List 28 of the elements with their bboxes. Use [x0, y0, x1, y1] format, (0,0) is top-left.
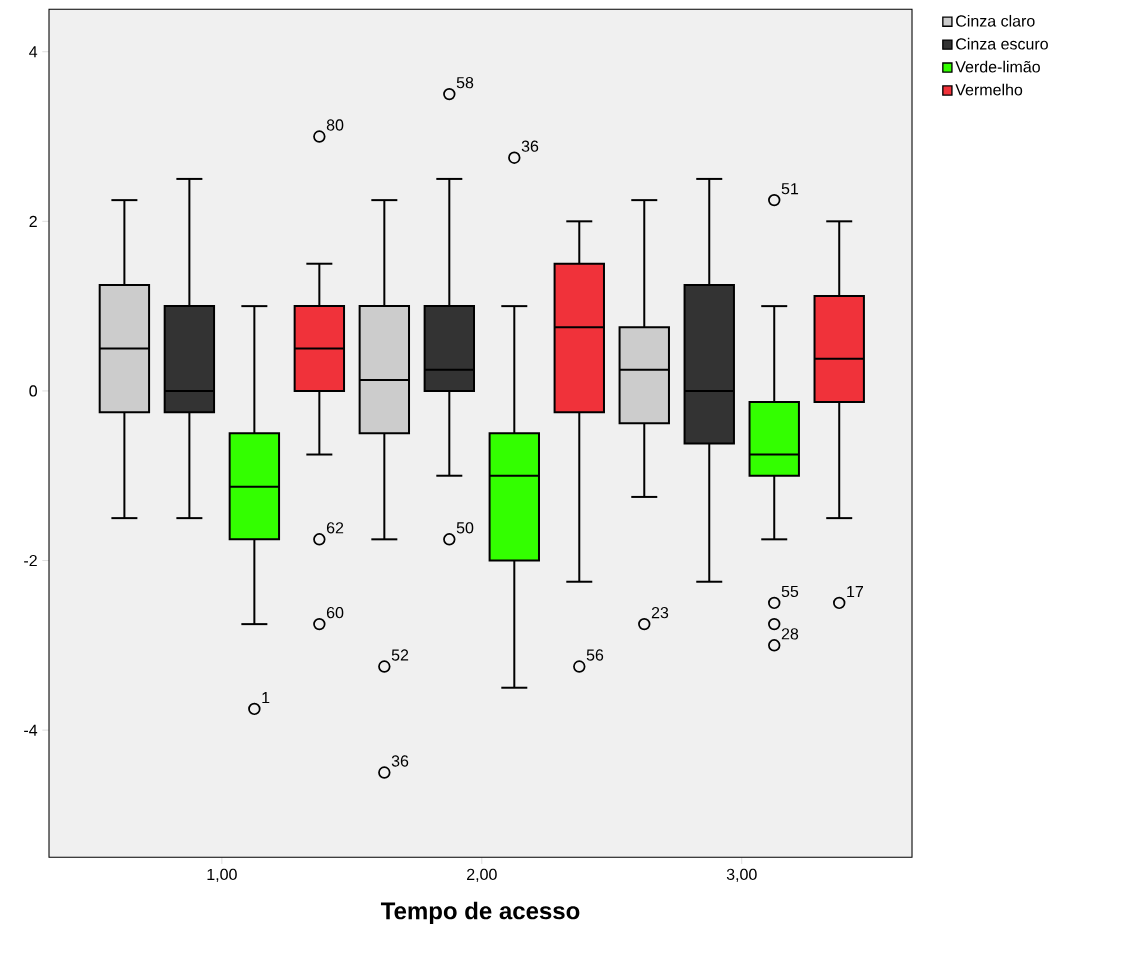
annotation: 50 [456, 522, 474, 534]
y-tick-label: -2 [24, 554, 37, 566]
annotation: 55 [781, 585, 799, 597]
y-tick-label: 4 [29, 46, 38, 58]
annotation: 36 [391, 755, 409, 767]
x-axis-title: Tempo de acesso [380, 901, 580, 924]
legend-label: Cinza claro [956, 14, 1035, 27]
annotation: 28 [781, 628, 799, 640]
annotation: 36 [521, 140, 539, 152]
legend-label: Vermelho [955, 83, 1023, 96]
annotation: 23 [651, 606, 669, 619]
annotation: 60 [326, 606, 344, 619]
y-tick-label: 2 [29, 215, 37, 227]
x-tick-label: 1,00 [207, 868, 237, 882]
annotation: 58 [456, 76, 474, 89]
annotation: 17 [847, 585, 864, 597]
legend-label: Cinza escuro [956, 37, 1048, 50]
x-tick-label: 2,00 [467, 868, 497, 882]
annotation: 52 [391, 649, 409, 661]
annotation: 62 [326, 522, 344, 534]
legend-label: Verde-limão [955, 60, 1040, 73]
x-tick-label: 3,00 [726, 868, 757, 882]
annotation: 51 [781, 182, 799, 195]
y-tick-label: -4 [24, 724, 38, 736]
annotation: 1 [262, 691, 270, 703]
y-tick-label: 0 [29, 385, 38, 397]
annotation: 80 [326, 119, 344, 131]
annotation: 56 [586, 649, 604, 661]
